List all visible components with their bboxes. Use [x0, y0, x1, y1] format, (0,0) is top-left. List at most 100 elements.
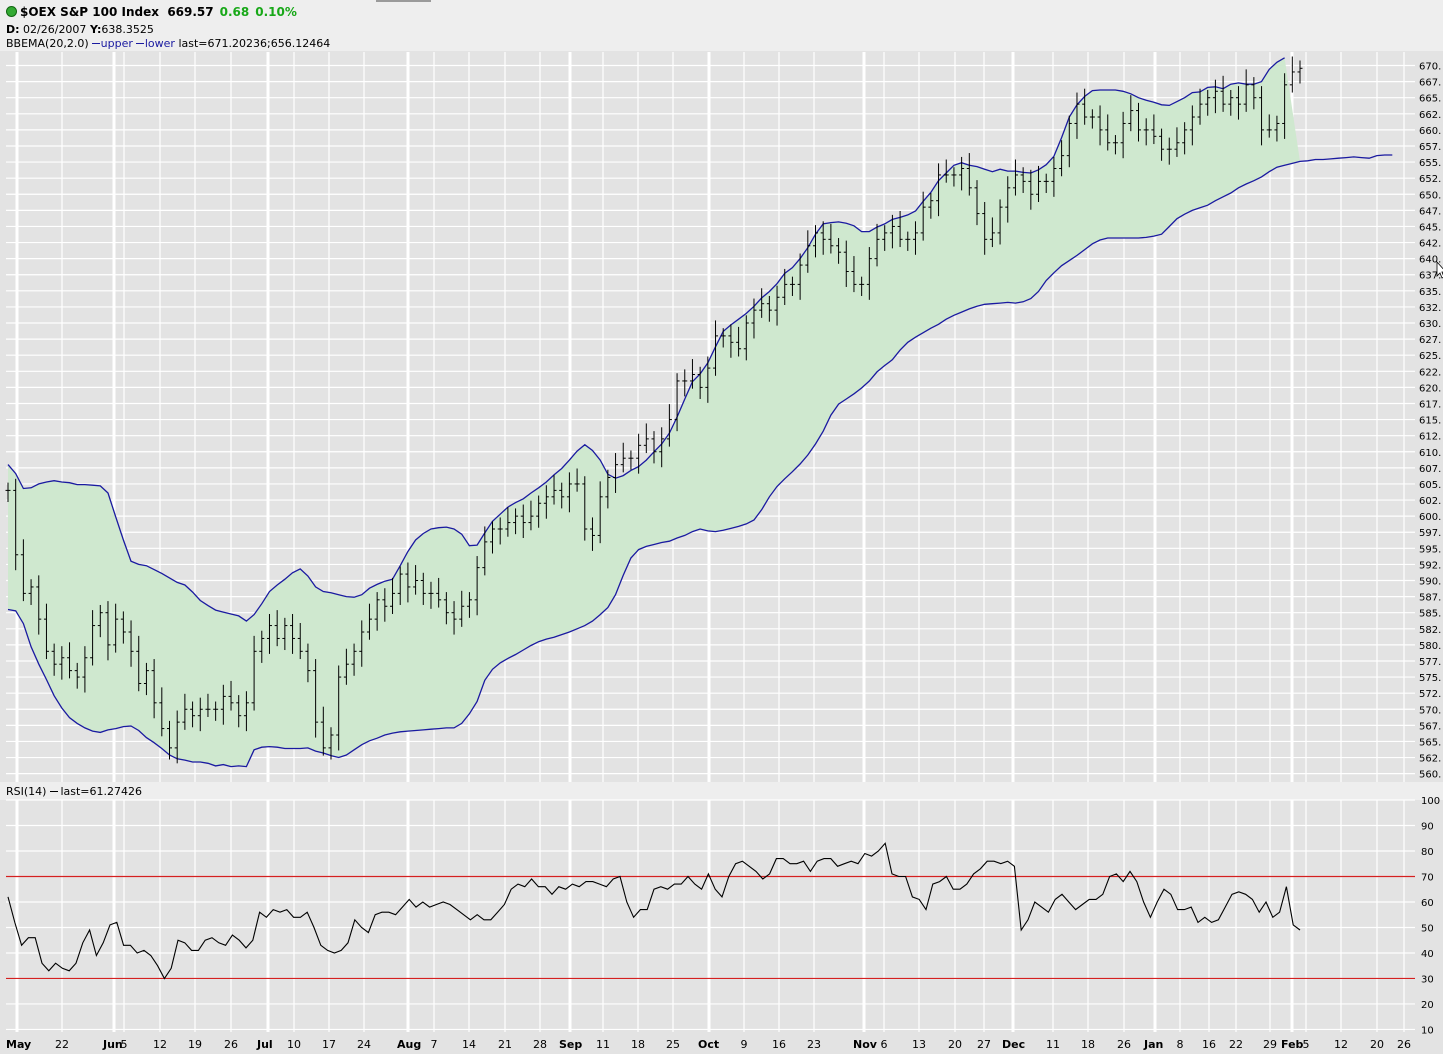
- chart-header: $OEX S&P 100 Index 669.57 0.68 0.10% D: 02…: [0, 0, 1443, 51]
- price-tick-label: 667.: [1419, 78, 1441, 89]
- rsi-tick-label: 30: [1421, 974, 1434, 985]
- ohlc-bar: [459, 590, 465, 627]
- price-tick-label: 662.: [1419, 110, 1441, 121]
- date-tick-label: 16: [1202, 1038, 1216, 1051]
- ohlc-bar: [266, 613, 272, 654]
- ohlc-bar: [374, 592, 380, 631]
- bb-last: last=671.20236;656.12464: [178, 37, 331, 50]
- ohlc-bar: [113, 603, 119, 653]
- y-label: Y:: [89, 23, 102, 36]
- ohlc-bar: [543, 485, 549, 519]
- price-tick-label: 605.: [1419, 480, 1441, 491]
- rsi-reference-lines: [6, 875, 1415, 980]
- ohlc-bar: [390, 577, 396, 614]
- price-tick-label: 590.: [1419, 577, 1441, 588]
- ohlc-bar: [1205, 89, 1211, 116]
- ohlc-bar: [528, 500, 534, 531]
- ohlc-bar: [551, 474, 557, 505]
- price-tick-label: 582.: [1419, 625, 1441, 636]
- lower-band-legend: lower: [144, 37, 175, 50]
- ohlc-bar: [5, 482, 11, 502]
- ohlc-bar: [628, 450, 634, 470]
- ohlc-bar: [1097, 105, 1103, 146]
- ohlc-bar: [843, 240, 849, 287]
- ohlc-bar: [705, 356, 711, 403]
- rsi-tick-label: 80: [1421, 847, 1434, 858]
- price-tick-label: 660.: [1419, 126, 1441, 137]
- date-tick-label: 26: [1117, 1038, 1131, 1051]
- price-tick-label: 655.: [1419, 158, 1441, 169]
- lower-band-line: [7, 154, 1393, 768]
- ohlc-bar: [1143, 118, 1149, 146]
- lower-band-swatch: [135, 43, 144, 44]
- ohlc-bar: [382, 588, 388, 622]
- ohlc-bar: [82, 646, 88, 693]
- ohlc-bars: [5, 56, 1303, 764]
- ohlc-bar: [589, 517, 595, 551]
- ohlc-bar: [466, 592, 472, 618]
- ohlc-bar: [728, 324, 734, 358]
- date-value: 02/26/2007: [23, 23, 87, 36]
- ohlc-bar: [451, 601, 457, 635]
- price-tick-label: 597.: [1419, 528, 1441, 539]
- price-tick-label: 567.: [1419, 721, 1441, 732]
- upper-band-swatch: [91, 43, 100, 44]
- date-tick-label: 9: [741, 1038, 748, 1051]
- ohlc-bar: [205, 693, 211, 717]
- ohlc-bar: [1112, 135, 1118, 155]
- ohlc-bar: [320, 706, 326, 756]
- ohlc-bar: [243, 691, 249, 732]
- ohlc-bar: [912, 221, 918, 255]
- ohlc-bar: [497, 517, 503, 545]
- ohlc-bar: [620, 442, 626, 473]
- ohlc-bar: [1028, 169, 1034, 210]
- price-tick-label: 560.: [1419, 770, 1441, 781]
- price-tick-label: 612.: [1419, 432, 1441, 443]
- date-tick-label: 22: [55, 1038, 69, 1051]
- status-dot-icon[interactable]: [6, 6, 17, 17]
- date-tick-label: Jul: [256, 1038, 273, 1051]
- rsi-axis: 10 20 30 40 50 60 70 80 90 100: [1421, 796, 1440, 1036]
- rsi-line: [7, 842, 1301, 980]
- ohlc-bar: [1074, 92, 1080, 139]
- ohlc-bar: [313, 659, 319, 738]
- ohlc-bar: [936, 163, 942, 217]
- date-tick-label: 18: [631, 1038, 645, 1051]
- ohlc-bar: [797, 253, 803, 300]
- price-tick-label: 615.: [1419, 416, 1441, 427]
- price-tick-label: 577.: [1419, 657, 1441, 668]
- ohlc-bar: [213, 701, 219, 721]
- ohlc-bar: [420, 572, 426, 605]
- price-tick-label: 585.: [1419, 609, 1441, 620]
- ohlc-bar: [236, 695, 242, 728]
- ohlc-bar: [720, 328, 726, 348]
- rsi-tick-label: 40: [1421, 949, 1434, 960]
- ohlc-bar: [613, 453, 619, 493]
- ohlc-bar: [151, 659, 157, 719]
- ohlc-bar: [1212, 79, 1218, 114]
- window-tab-marker[interactable]: [376, 0, 431, 2]
- date-tick-label: Nov: [853, 1038, 878, 1051]
- ohlc-bar: [813, 225, 818, 258]
- date-tick-label: 26: [224, 1038, 238, 1051]
- ohlc-bar: [20, 539, 26, 602]
- ohlc-bar: [1182, 122, 1188, 155]
- price-tick-label: 640.: [1419, 255, 1441, 266]
- ohlc-bar: [666, 404, 672, 447]
- ohlc-bar: [290, 613, 296, 654]
- ohlc-bar: [1159, 128, 1165, 161]
- ohlc-bar: [90, 610, 96, 666]
- ohlc-bar: [1220, 75, 1226, 112]
- ohlc-bar: [505, 507, 511, 537]
- ohlc-bar: [343, 648, 349, 685]
- date-tick-label: 5: [1303, 1038, 1310, 1051]
- rsi-legend: RSI(14) last=61.27426: [6, 785, 142, 798]
- ohlc-bar: [605, 469, 611, 509]
- ohlc-bar: [490, 521, 495, 554]
- date-tick-label: 29: [1263, 1038, 1277, 1051]
- ohlc-bar: [874, 223, 880, 267]
- ohlc-bar: [190, 701, 196, 728]
- ohlc-bar: [128, 620, 134, 667]
- ohlc-bar: [282, 617, 288, 651]
